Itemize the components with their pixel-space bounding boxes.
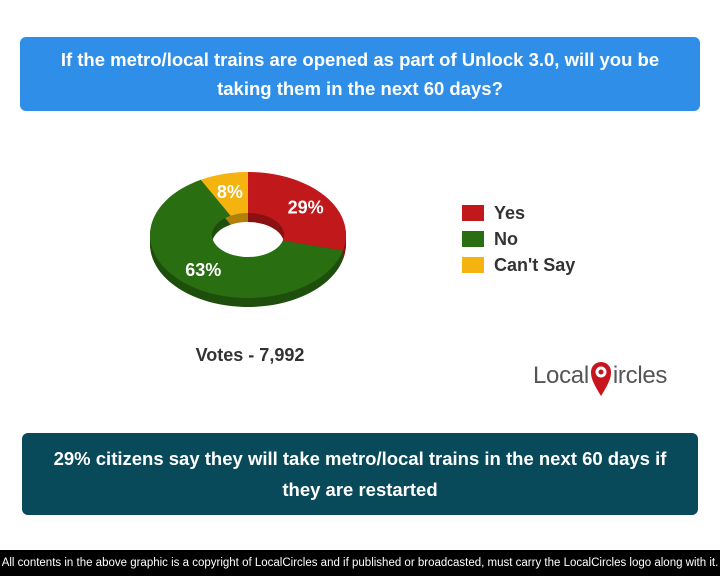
legend-swatch-yes (462, 205, 484, 221)
donut-chart-svg: 29% 63% 8% (149, 172, 346, 307)
chart-legend: Yes No Can't Say (462, 200, 575, 278)
donut-chart: 29% 63% 8% (140, 155, 360, 335)
legend-swatch-cant-say (462, 257, 484, 273)
question-banner: If the metro/local trains are opened as … (20, 37, 700, 111)
question-text: If the metro/local trains are opened as … (60, 49, 660, 99)
copyright-footer: All contents in the above graphic is a c… (0, 550, 720, 576)
legend-label-yes: Yes (494, 202, 526, 223)
summary-text: 29% citizens say they will take metro/lo… (53, 448, 667, 500)
logo-text-local: Local (533, 362, 589, 389)
legend-swatch-no (462, 231, 484, 247)
legend-item-cant-say: Can't Say (462, 252, 575, 278)
legend-item-yes: Yes (462, 200, 575, 226)
donut-label-can-t-say: 8% (217, 182, 243, 202)
votes-count: Votes - 7,992 (195, 345, 305, 365)
legend-label-cant-say: Can't Say (494, 254, 576, 275)
donut-slice-yes (248, 172, 346, 251)
donut-slice-can-t-say (200, 172, 248, 216)
logo-pin-icon (590, 362, 611, 396)
legend-item-no: No (462, 226, 575, 252)
donut-label-yes: 29% (288, 198, 324, 218)
donut-slice-no (150, 179, 343, 298)
legend-label-no: No (494, 228, 518, 249)
summary-banner: 29% citizens say they will take metro/lo… (22, 433, 698, 515)
donut-label-no: 63% (185, 260, 221, 280)
logo-text-ircles: ircles (612, 362, 668, 389)
footer-text: All contents in the above graphic is a c… (1, 557, 719, 569)
localcircles-logo: Local ircles (533, 358, 668, 396)
